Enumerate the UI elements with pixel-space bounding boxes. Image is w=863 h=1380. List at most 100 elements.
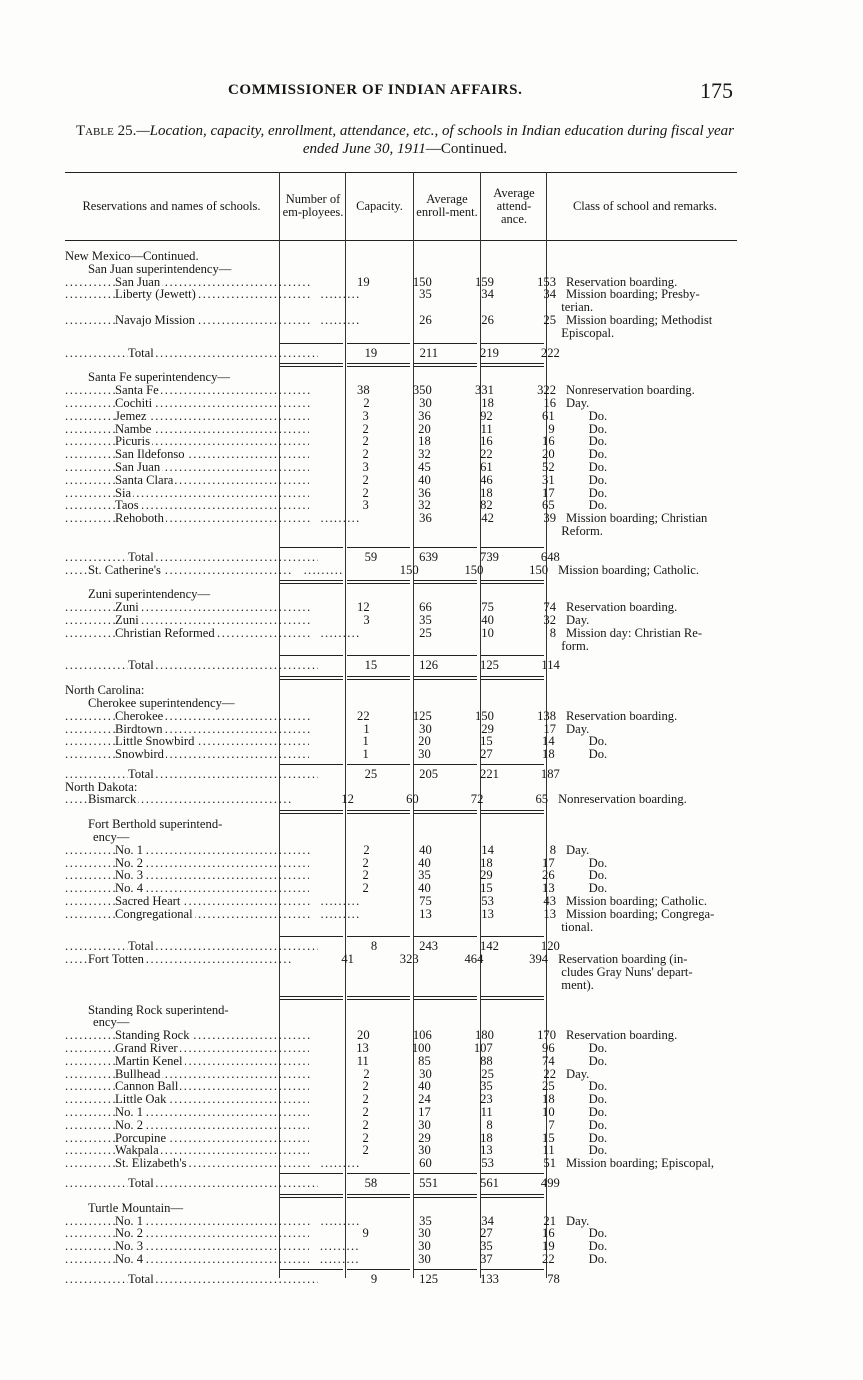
school-row: Taos 3 32 82 65 Do. bbox=[65, 498, 745, 513]
enr-cell: 34 bbox=[481, 1213, 494, 1228]
school-name: Fort Berthold superintend- bbox=[88, 818, 225, 832]
remarks-cell: Do. bbox=[588, 1117, 608, 1132]
rule-segment bbox=[479, 652, 546, 659]
remark-continuation-row: ment). bbox=[65, 979, 745, 992]
remarks-cell: Do. bbox=[588, 881, 608, 896]
emp-cell bbox=[293, 697, 358, 710]
rule-spacer bbox=[65, 576, 278, 588]
school-name-cell: No. 4 bbox=[65, 1252, 311, 1266]
school-name-cell: Total bbox=[65, 940, 320, 954]
att-cell: 17 bbox=[542, 855, 555, 870]
att-cell bbox=[478, 684, 545, 697]
school-name-cell: No. 1 bbox=[65, 1106, 311, 1119]
school-row: Grand River 13 100 107 96 Do. bbox=[65, 1042, 745, 1055]
remarks-cell: Do. bbox=[588, 1053, 608, 1068]
header-name: Reservations and names of schools. bbox=[82, 198, 261, 213]
school-row: Jemez 3 36 92 61 Do. bbox=[65, 408, 745, 423]
school-name-cell: No. 3 bbox=[65, 869, 311, 883]
att-cell: 61 bbox=[542, 408, 555, 423]
school-name: No. 1 bbox=[115, 1106, 145, 1119]
att-cell: 74 bbox=[543, 600, 557, 615]
emp-cell: 25 bbox=[364, 766, 378, 781]
remarks-cell: Mission boarding; Christian bbox=[566, 511, 708, 526]
cap-cell: 106 bbox=[412, 1028, 432, 1043]
total-row: Total 9 125 133 78 bbox=[65, 1272, 745, 1286]
school-row: San Ildefonso 2 32 22 20 Do. bbox=[65, 448, 745, 461]
school-name: Turtle Mountain— bbox=[88, 1201, 186, 1215]
enr-cell bbox=[411, 525, 478, 538]
rule-line bbox=[280, 936, 343, 938]
rule-segment bbox=[345, 652, 412, 659]
cap-cell: 125 bbox=[412, 708, 432, 723]
school-name-cell: San Ildefonso bbox=[65, 448, 311, 461]
emp-cell: ......... bbox=[320, 511, 361, 526]
school-name: ency— bbox=[93, 831, 132, 844]
emp-cell bbox=[278, 525, 345, 538]
school-row: Sia 2 36 18 17 Do. bbox=[65, 486, 745, 500]
rule-line bbox=[347, 363, 410, 368]
enr-cell: 82 bbox=[480, 498, 493, 513]
emp-cell: 2 bbox=[363, 1066, 370, 1081]
school-name-cell: Congregational bbox=[65, 907, 312, 921]
att-cell: 18 bbox=[542, 1092, 555, 1107]
remarks-cell bbox=[552, 697, 745, 710]
rule-segment bbox=[412, 576, 479, 588]
remarks-cell: Day. bbox=[566, 1213, 590, 1228]
school-name-cell: Cochiti bbox=[65, 396, 312, 410]
att-cell bbox=[487, 818, 552, 831]
enr-cell: 18 bbox=[481, 395, 494, 410]
cap-cell: 20 bbox=[418, 734, 431, 749]
school-row: Liberty (Jewett)......... 35 34 34 Mission b… bbox=[65, 288, 745, 302]
table-label: Table 25. bbox=[75, 123, 137, 139]
rule-segment bbox=[479, 992, 546, 1004]
rule-spacer bbox=[65, 544, 278, 551]
cap-cell: 66 bbox=[419, 600, 432, 615]
emp-cell: 20 bbox=[357, 1028, 370, 1043]
rule-segment bbox=[412, 544, 479, 551]
enr-cell: 331 bbox=[475, 383, 494, 398]
cap-cell: 40 bbox=[419, 842, 432, 857]
rule-segment bbox=[278, 761, 345, 768]
rule-segment bbox=[278, 1190, 345, 1202]
remarks-cell: cludes Gray Nuns' depart- bbox=[561, 965, 693, 980]
school-name-cell: Sia bbox=[65, 486, 311, 500]
school-row: Christian Reformed......... 25 10 8 Mission … bbox=[65, 626, 745, 640]
enr-cell bbox=[411, 327, 478, 340]
emp-cell: 22 bbox=[357, 708, 370, 723]
group-heading-row: Turtle Mountain— bbox=[65, 1201, 745, 1215]
att-cell bbox=[487, 263, 552, 276]
rule-line bbox=[347, 936, 410, 938]
att-cell: 120 bbox=[540, 939, 560, 954]
enr-cell: 42 bbox=[481, 511, 494, 526]
school-name: Navajo Mission bbox=[115, 313, 198, 327]
cap-cell: 30 bbox=[418, 747, 431, 762]
rule-line bbox=[481, 580, 544, 585]
cap-cell: 100 bbox=[411, 1041, 431, 1056]
rule-line bbox=[414, 342, 477, 344]
cap-cell bbox=[345, 525, 412, 538]
enr-cell: 23 bbox=[480, 1092, 493, 1107]
emp-cell: 2 bbox=[363, 395, 370, 410]
att-cell: 13 bbox=[543, 906, 557, 921]
rule-spacer bbox=[65, 1190, 278, 1202]
remarks-cell: tional. bbox=[561, 919, 594, 934]
att-cell: 648 bbox=[540, 549, 560, 564]
school-name-cell: Total bbox=[65, 346, 320, 360]
school-name-cell: Rehoboth bbox=[65, 512, 312, 525]
total-row: Total 19 211 219 222 bbox=[65, 346, 745, 360]
cap-cell: 30 bbox=[418, 1239, 431, 1254]
remarks-cell: Do. bbox=[588, 868, 608, 883]
enr-cell: 40 bbox=[481, 612, 494, 627]
group-heading-row: Fort Berthold superintend- bbox=[65, 818, 745, 832]
remarks-cell: form. bbox=[561, 638, 589, 653]
total-row: Total 8 243 142 120 bbox=[65, 939, 745, 954]
school-name-cell: Total bbox=[65, 767, 320, 781]
remarks-cell: Do. bbox=[588, 1239, 608, 1254]
remarks-cell: Day. bbox=[566, 1066, 590, 1081]
emp-cell: 2 bbox=[362, 1105, 369, 1120]
rule-segment bbox=[345, 761, 412, 768]
rule-segment bbox=[278, 359, 345, 371]
remarks-cell bbox=[564, 768, 745, 781]
emp-cell: 1 bbox=[362, 734, 369, 749]
